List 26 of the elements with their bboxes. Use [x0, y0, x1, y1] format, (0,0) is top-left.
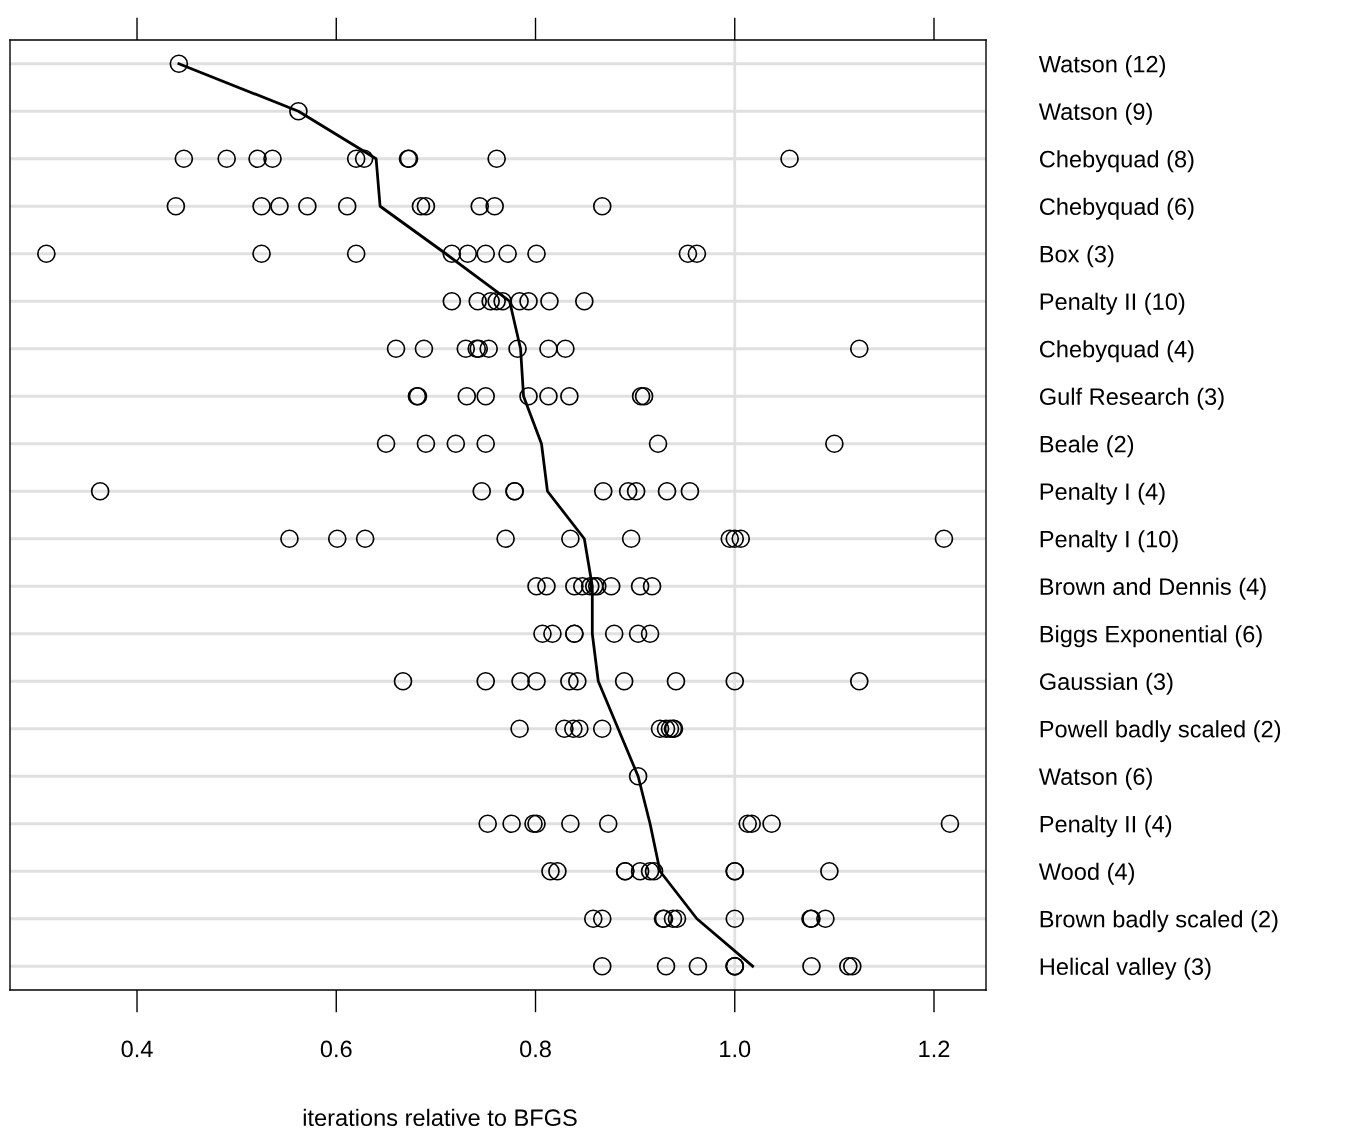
y-tick-label: Box (3): [1040, 245, 1114, 268]
x-tick-label: 0.8: [520, 1040, 551, 1058]
y-tick-label: Watson (6): [1038, 767, 1152, 790]
y-tick-label: Helical valley (3): [1040, 957, 1211, 980]
y-tick-label: Brown badly scaled (2): [1040, 910, 1278, 933]
x-tick-label: 0.6: [320, 1040, 352, 1058]
y-tick-label: Penalty I (4): [1040, 482, 1165, 505]
y-tick-label: Brown and Dennis (4): [1040, 577, 1266, 600]
y-tick-label: Chebyquad (8): [1039, 150, 1194, 173]
y-tick-label: Biggs Exponential (6): [1040, 625, 1262, 648]
y-tick-label: Watson (9): [1038, 102, 1152, 125]
y-tick-label: Chebyquad (4): [1039, 340, 1194, 363]
y-tick-label: Wood (4): [1038, 862, 1134, 885]
y-tick-label: Gaussian (3): [1039, 672, 1173, 695]
y-tick-label: Powell badly scaled (2): [1040, 720, 1281, 743]
x-tick-label: 1.0: [720, 1040, 751, 1058]
y-tick-label: Penalty II (10): [1040, 292, 1185, 315]
y-tick-label: Watson (12): [1038, 55, 1166, 78]
x-tick-label: 1.2: [919, 1040, 950, 1058]
y-tick-label: Gulf Research (3): [1039, 387, 1224, 410]
y-tick-label: Beale (2): [1040, 435, 1134, 458]
y-tick-label: Chebyquad (6): [1039, 197, 1194, 220]
x-tick-label: 0.4: [121, 1040, 153, 1058]
y-tick-label: Penalty II (4): [1040, 815, 1172, 838]
y-tick-label: Penalty I (10): [1040, 530, 1178, 553]
x-axis-title: iterations relative to BFGS: [303, 1108, 577, 1127]
